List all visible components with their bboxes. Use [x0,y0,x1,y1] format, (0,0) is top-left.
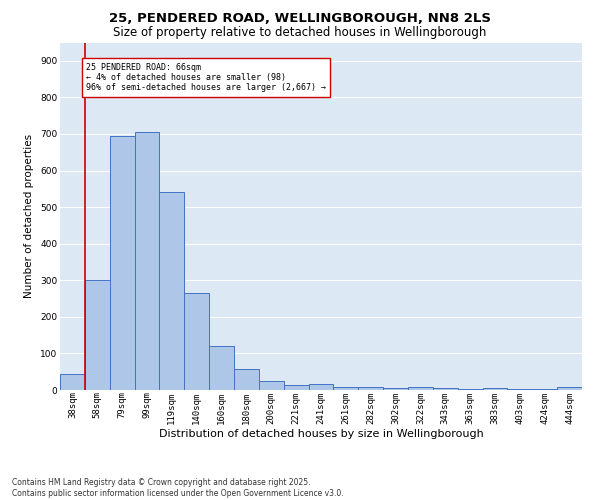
Text: Contains HM Land Registry data © Crown copyright and database right 2025.
Contai: Contains HM Land Registry data © Crown c… [12,478,344,498]
Bar [383,388,408,390]
Y-axis label: Number of detached properties: Number of detached properties [25,134,34,298]
Bar [110,136,134,390]
Bar [160,192,184,390]
Bar [458,389,482,390]
Bar [334,387,358,390]
Text: 25 PENDERED ROAD: 66sqm
← 4% of detached houses are smaller (98)
96% of semi-det: 25 PENDERED ROAD: 66sqm ← 4% of detached… [86,62,326,92]
Text: 25, PENDERED ROAD, WELLINGBOROUGH, NN8 2LS: 25, PENDERED ROAD, WELLINGBOROUGH, NN8 2… [109,12,491,26]
Bar [308,384,334,390]
Bar [482,388,508,390]
Bar [557,387,582,390]
X-axis label: Distribution of detached houses by size in Wellingborough: Distribution of detached houses by size … [158,429,484,439]
Bar [433,388,458,390]
Bar [60,374,85,390]
Bar [234,369,259,390]
Bar [284,384,308,390]
Bar [508,389,532,390]
Bar [85,280,110,390]
Text: Size of property relative to detached houses in Wellingborough: Size of property relative to detached ho… [113,26,487,39]
Bar [408,387,433,390]
Bar [184,293,209,390]
Bar [358,386,383,390]
Bar [134,132,160,390]
Bar [209,346,234,390]
Bar [259,381,284,390]
